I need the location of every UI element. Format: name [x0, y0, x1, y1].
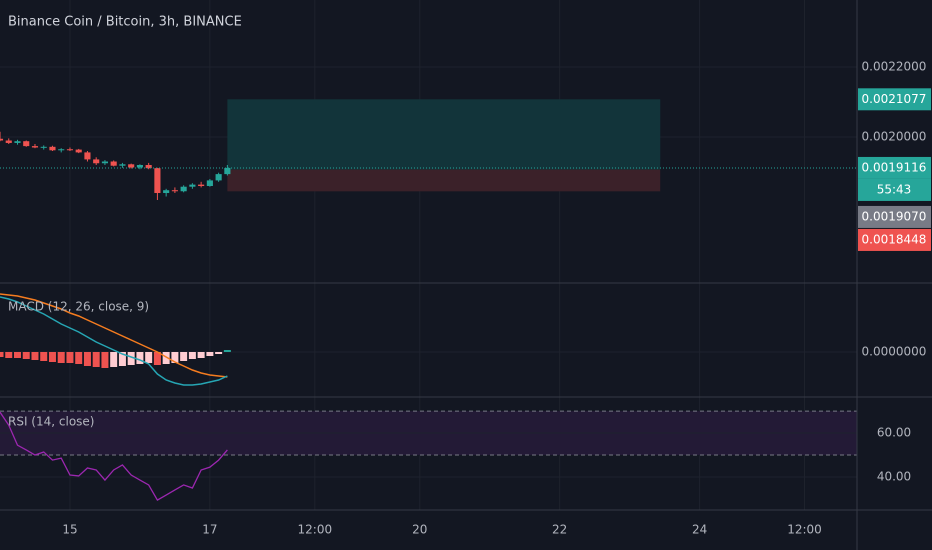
candle-body: [23, 141, 30, 147]
x-tick-label: 15: [62, 523, 77, 537]
candle-body: [58, 149, 65, 151]
candle-body: [198, 184, 205, 187]
histogram-bar: [188, 352, 196, 359]
stop-price-tag-bg: [858, 228, 931, 251]
y-tick-label: 0.0022000: [862, 59, 927, 73]
candle-body: [163, 190, 170, 194]
y-tick-label: 40.00: [877, 470, 911, 484]
x-tick-label: 24: [692, 523, 707, 537]
candle-body: [206, 180, 213, 187]
x-tick-label: 22: [552, 523, 567, 537]
histogram-bar: [206, 352, 214, 356]
candle-body: [189, 184, 196, 187]
y-tick-label: 0.0020000: [862, 130, 927, 144]
candle-body: [110, 161, 117, 166]
x-tick-label: 12:00: [298, 523, 333, 537]
histogram-bar: [136, 352, 144, 364]
histogram-bar: [48, 352, 56, 362]
x-tick-label: 17: [202, 523, 217, 537]
histogram-bar: [197, 352, 205, 358]
entry-price-tag: 0.0019070: [862, 209, 927, 223]
histogram-bar: [92, 352, 100, 367]
candle-body: [40, 146, 47, 148]
candle-body: [145, 165, 152, 169]
candle-body: [215, 174, 222, 181]
histogram-bar: [57, 352, 65, 363]
countdown-tag: 55:43: [877, 182, 912, 196]
histogram-bar: [223, 350, 231, 352]
histogram-bar: [13, 352, 21, 358]
target-price-tag-bg: [858, 88, 931, 111]
target-price-tag: 0.0021077: [862, 92, 927, 106]
grid: [0, 0, 857, 510]
profit-zone: [227, 99, 661, 170]
histogram-bar: [31, 352, 39, 360]
candle-body: [171, 190, 178, 192]
histogram-bar: [22, 352, 30, 359]
candle-body: [180, 186, 187, 192]
candle-body: [136, 165, 143, 168]
candle-body: [0, 138, 4, 141]
candle-body: [154, 168, 161, 194]
histogram-bar: [153, 352, 161, 365]
candle-body: [75, 149, 82, 153]
histogram-bar: [171, 352, 179, 363]
x-tick-label: 12:00: [787, 523, 822, 537]
histogram-bar: [180, 352, 188, 361]
histogram-bar: [75, 352, 83, 364]
loss-zone: [227, 169, 661, 192]
candle-body: [128, 164, 135, 168]
x-tick-label: 20: [412, 523, 427, 537]
histogram-bar: [0, 352, 4, 357]
histogram-bar: [5, 352, 13, 358]
y-tick-label: 60.00: [877, 426, 911, 440]
histogram-bar: [118, 352, 126, 366]
labels: Binance Coin / Bitcoin, 3h, BINANCE MACD…: [8, 15, 931, 537]
candle-body: [31, 146, 39, 148]
histogram-bar: [110, 352, 118, 367]
candle-body: [119, 164, 126, 166]
histogram-bar: [145, 352, 153, 363]
candle-body: [5, 140, 12, 143]
histogram-bar: [215, 352, 223, 354]
y-tick-label: 0.0000000: [862, 345, 927, 359]
histogram-bar: [162, 352, 170, 364]
candle-body: [49, 146, 56, 151]
marks: [0, 99, 857, 501]
countdown-tag-bg: [858, 178, 931, 201]
signal-line: [0, 293, 228, 378]
rsi-title: RSI (14, close): [8, 415, 94, 429]
macd-title: MACD (12, 26, close, 9): [8, 300, 149, 314]
histogram-bar: [127, 352, 135, 365]
candle-body: [84, 152, 91, 160]
candle-body: [14, 141, 21, 143]
histogram-bar: [83, 352, 91, 366]
histogram-bar: [66, 352, 74, 363]
entry-price-tag-bg: [858, 205, 931, 228]
candle-body: [93, 159, 100, 164]
rsi-line: [0, 411, 228, 501]
histogram-bar: [40, 352, 48, 361]
histogram-bar: [101, 352, 109, 368]
candle-body: [224, 167, 231, 175]
last-price-tag-bg: [858, 156, 931, 179]
last-price-tag: 0.0019116: [862, 160, 927, 174]
chart-title: Binance Coin / Bitcoin, 3h, BINANCE: [8, 15, 242, 30]
candle-body: [66, 149, 74, 151]
macd-line: [0, 296, 228, 386]
stop-price-tag: 0.0018448: [862, 232, 927, 246]
candle-body: [101, 161, 108, 164]
